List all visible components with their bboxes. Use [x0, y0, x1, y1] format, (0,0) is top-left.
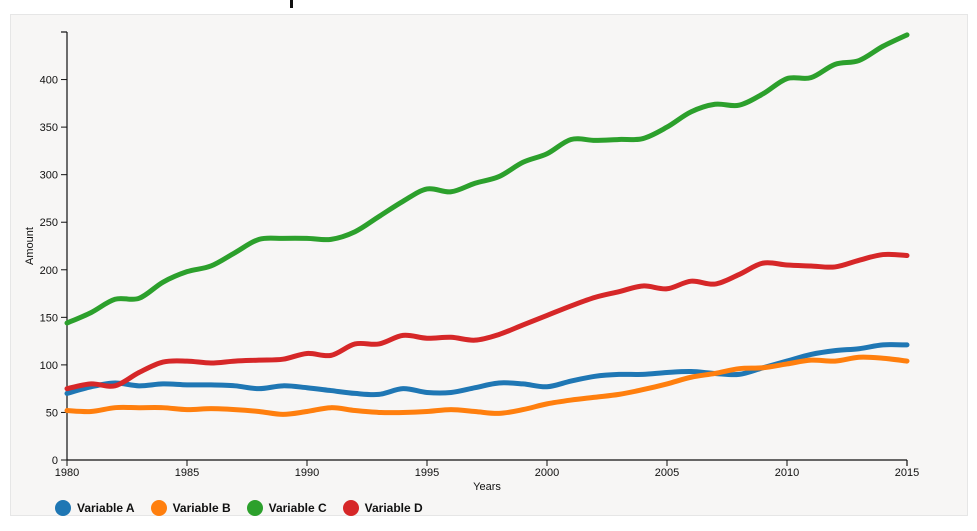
legend-item[interactable]: Variable B — [150, 500, 231, 516]
x-tick-label: 1990 — [295, 467, 319, 479]
x-tick-label: 1985 — [175, 467, 199, 479]
legend-label: Variable B — [172, 501, 231, 515]
x-tick-label: 2005 — [655, 467, 679, 479]
legend-label: Variable C — [268, 501, 327, 515]
series-lines-group — [64, 32, 910, 417]
x-axis-label: Years — [473, 481, 501, 493]
series-line-variable-c — [64, 32, 910, 326]
legend-item[interactable]: Variable D — [342, 500, 423, 516]
x-tick-label: 1980 — [55, 467, 79, 479]
legend-swatch — [55, 500, 71, 516]
legend-swatch — [150, 500, 167, 516]
legend-item[interactable]: Variable A — [55, 500, 135, 516]
x-tick-label: 2000 — [535, 467, 559, 479]
x-tick-label: 2010 — [775, 467, 799, 479]
y-tick-label: 200 — [40, 265, 58, 277]
legend-swatch — [342, 500, 359, 516]
y-axis-label: Amount — [24, 227, 36, 265]
x-tick-label: 1995 — [415, 467, 439, 479]
y-tick-label: 150 — [40, 312, 58, 324]
series-line-variable-b — [64, 354, 910, 417]
y-tick-label: 400 — [40, 75, 58, 87]
legend: Variable A Variable B Variable C Variable D — [55, 500, 423, 516]
y-tick-label: 350 — [40, 122, 58, 134]
x-tick-label: 2015 — [895, 467, 919, 479]
y-tick-label: 250 — [40, 217, 58, 229]
y-tick-label: 100 — [40, 360, 58, 372]
legend-label: Variable A — [77, 501, 135, 515]
legend-label: Variable D — [364, 501, 423, 515]
legend-item[interactable]: Variable C — [246, 500, 327, 516]
y-tick-label: 300 — [40, 170, 58, 182]
y-tick-label: 0 — [52, 455, 58, 467]
legend-swatch — [246, 500, 263, 516]
axes-group: 0 50 100 150 200 250 300 350 400 1980 1985 1990 1995… — [40, 31, 919, 479]
series-line-variable-d — [64, 251, 910, 392]
series-line-variable-a — [64, 342, 910, 398]
title-cursor — [290, 0, 293, 8]
y-tick-label: 50 — [46, 407, 58, 419]
